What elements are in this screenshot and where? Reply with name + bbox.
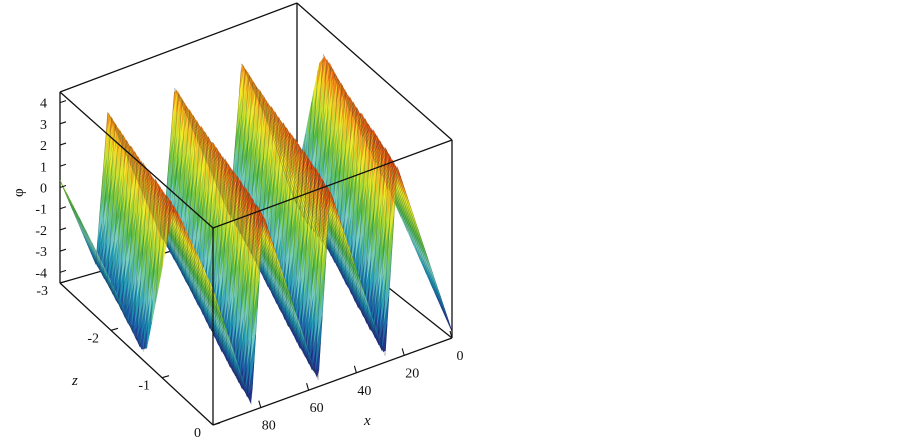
tick-mark: [59, 248, 67, 252]
phi-tick-label: -4: [35, 266, 47, 281]
tick-mark: [306, 383, 310, 391]
x-tick-label: 40: [357, 384, 371, 399]
tick-mark: [161, 375, 170, 379]
tick-mark: [59, 206, 67, 210]
phi-tick-label: -1: [35, 203, 47, 218]
tick-mark: [353, 365, 357, 373]
phi-tick-label: 0: [40, 182, 47, 197]
z-axis-label: z: [71, 373, 78, 389]
tick-mark: [59, 269, 67, 273]
tick-mark: [59, 227, 67, 231]
tick-mark: [401, 348, 405, 356]
phi-tick-label: 1: [40, 160, 47, 175]
z-tick-label: 0: [194, 426, 201, 441]
tick-mark: [59, 163, 67, 167]
phi-axis-label: φ: [11, 188, 27, 197]
tick-mark: [59, 142, 67, 146]
x-axis: 0 20 40 60 80: [258, 330, 464, 434]
tick-mark: [59, 280, 68, 284]
x-axis-label: x: [363, 413, 371, 429]
x-tick-label: 80: [262, 419, 276, 434]
z-tick-label: -3: [36, 284, 48, 299]
tick-mark: [258, 400, 262, 408]
phi-tick-label: -2: [35, 224, 47, 239]
z-tick-label: -1: [138, 379, 150, 394]
surface-mesh: [59, 56, 453, 404]
phi-tick-label: 4: [40, 97, 47, 112]
x-tick-label: 20: [405, 366, 419, 381]
tick-mark: [59, 121, 67, 125]
x-tick-label: 0: [457, 349, 464, 364]
phi-tick-label: -3: [35, 245, 47, 260]
phi-tick-label: 3: [40, 118, 47, 133]
z-tick-label: -2: [87, 331, 99, 346]
tick-mark: [59, 100, 67, 104]
phi-tick-label: 2: [40, 139, 47, 154]
tick-mark: [110, 327, 119, 331]
x-tick-label: 60: [310, 401, 324, 416]
phi-axis: -4 -3 -2 -1 0 1 2 3 4: [35, 97, 67, 281]
